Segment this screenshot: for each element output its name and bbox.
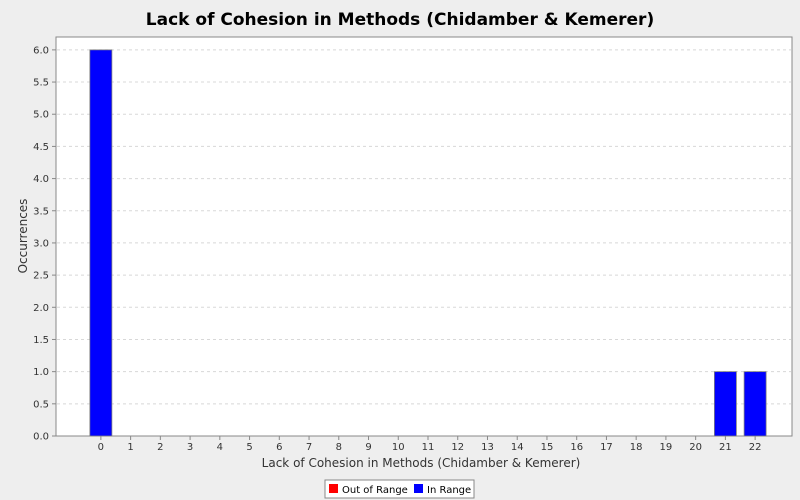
x-tick-label: 16 (570, 442, 583, 453)
legend-swatch-in-range (414, 484, 423, 493)
x-tick-label: 1 (127, 442, 133, 453)
y-tick-label: 0.5 (33, 399, 49, 410)
x-tick-label: 17 (600, 442, 613, 453)
x-tick-label: 8 (336, 442, 342, 453)
x-tick-label: 18 (630, 442, 643, 453)
y-tick-label: 5.5 (33, 78, 49, 89)
bar-in-range-22 (743, 371, 767, 437)
legend: Out of Range In Range (324, 479, 475, 499)
y-tick-label: 2.5 (33, 271, 49, 282)
y-axis-label: Occurrences (16, 199, 30, 274)
bar-in-range-0 (89, 49, 113, 437)
y-tick-label: 6.0 (33, 45, 49, 56)
x-tick-label: 14 (511, 442, 524, 453)
y-tick-label: 1.5 (33, 335, 49, 346)
y-tick-label: 3.5 (33, 206, 49, 217)
x-tick-label: 10 (392, 442, 405, 453)
plot-area (55, 36, 793, 437)
x-tick-label: 21 (719, 442, 732, 453)
y-tick-label: 4.0 (33, 174, 49, 185)
x-axis-label: Lack of Cohesion in Methods (Chidamber &… (262, 456, 581, 470)
x-tick-label: 20 (689, 442, 702, 453)
chart-title: Lack of Cohesion in Methods (Chidamber &… (146, 10, 654, 30)
x-axis-ticks: 0 1 2 3 4 5 6 7 8 9 10 11 12 13 14 15 16 17 18 19 20 21 22 (98, 436, 762, 453)
y-tick-label: 3.0 (33, 238, 49, 249)
bar-in-range-21 (713, 371, 737, 437)
x-tick-label: 5 (246, 442, 252, 453)
x-tick-label: 7 (306, 442, 312, 453)
legend-label-in-range: In Range (427, 485, 471, 496)
x-tick-label: 6 (276, 442, 282, 453)
x-tick-label: 19 (660, 442, 673, 453)
y-tick-label: 5.0 (33, 110, 49, 121)
x-tick-label: 9 (365, 442, 371, 453)
x-tick-label: 0 (98, 442, 104, 453)
x-tick-label: 2 (157, 442, 163, 453)
legend-swatch-out-of-range (329, 484, 338, 493)
y-tick-label: 0.0 (33, 432, 49, 443)
x-tick-label: 22 (749, 442, 762, 453)
y-tick-label: 1.0 (33, 367, 49, 378)
x-tick-label: 3 (187, 442, 193, 453)
y-tick-label: 2.0 (33, 303, 49, 314)
y-tick-label: 4.5 (33, 142, 49, 153)
legend-box (324, 479, 475, 499)
x-tick-label: 13 (481, 442, 494, 453)
x-tick-label: 4 (217, 442, 223, 453)
x-tick-label: 11 (422, 442, 435, 453)
gridlines (57, 49, 791, 405)
legend-label-out-of-range: Out of Range (342, 485, 408, 496)
y-axis-ticks: 0.0 0.5 1.0 1.5 2.0 2.5 3.0 3.5 4.0 4.5 5.0 5.5 6.0 (33, 45, 56, 443)
bars (89, 49, 767, 437)
x-tick-label: 15 (541, 442, 554, 453)
x-tick-label: 12 (451, 442, 464, 453)
